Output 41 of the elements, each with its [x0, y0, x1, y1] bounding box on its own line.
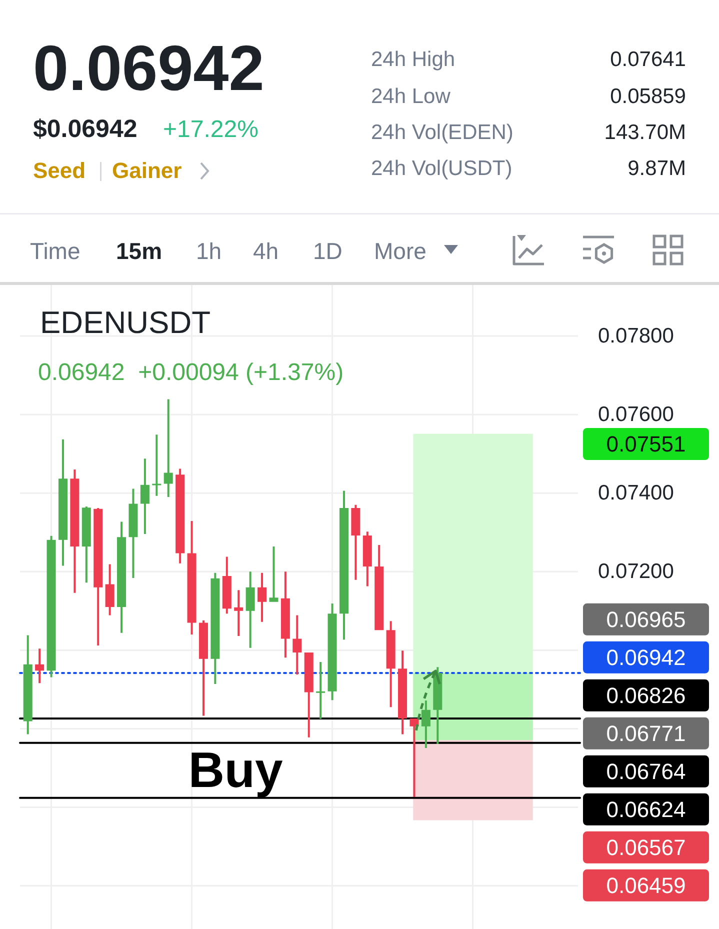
- text: 24h Vol(EDEN): [371, 121, 514, 144]
- text: Seed: [33, 158, 86, 183]
- text: 0.06942 +0.00094 (+1.37%): [38, 359, 344, 386]
- text: Gainer: [112, 158, 182, 183]
- text: 24h High: [371, 48, 456, 71]
- text: 0.06965: [606, 606, 686, 632]
- ref-line-label: 0.06624: [606, 796, 686, 822]
- annotation: Buy: [188, 742, 283, 798]
- text: 0.06459: [606, 872, 686, 898]
- candlestick: [164, 399, 173, 498]
- text: 1h: [196, 238, 222, 264]
- candlestick: [316, 662, 326, 719]
- text: 0.06567: [606, 834, 686, 860]
- ref-line-label: 0.06764: [606, 758, 686, 784]
- text: EDENUSDT: [40, 305, 211, 340]
- candlestick: [152, 434, 162, 496]
- text: +17.22%: [163, 116, 258, 143]
- y-tick-label: 0.07600: [598, 403, 674, 426]
- text: 15m: [116, 238, 162, 264]
- text: 143.70M: [604, 121, 686, 144]
- candlestick: [269, 546, 278, 602]
- text: $0.06942: [33, 115, 138, 143]
- text: 0.07641: [610, 48, 686, 71]
- y-tick-label: 0.07400: [598, 482, 674, 505]
- text: 0.06771: [606, 720, 686, 746]
- text: 24h Low: [371, 85, 452, 108]
- text: 9.87M: [628, 157, 686, 180]
- text: 0.06942: [33, 32, 264, 104]
- y-tick-label: 0.07200: [598, 560, 674, 584]
- text: 4h: [253, 238, 279, 264]
- ref-line-label: 0.06826: [606, 682, 686, 708]
- text: 0.05859: [610, 85, 686, 108]
- ref-line-label: 0.06942: [606, 644, 686, 670]
- text: Time: [30, 238, 80, 264]
- text: 24h Vol(USDT): [371, 157, 512, 180]
- text: 1D: [313, 238, 342, 264]
- text: More: [374, 238, 426, 264]
- y-tick-label: 0.07800: [598, 324, 674, 348]
- text: 0.07551: [606, 432, 686, 456]
- candlestick: [410, 718, 419, 798]
- candlestick: [234, 590, 244, 636]
